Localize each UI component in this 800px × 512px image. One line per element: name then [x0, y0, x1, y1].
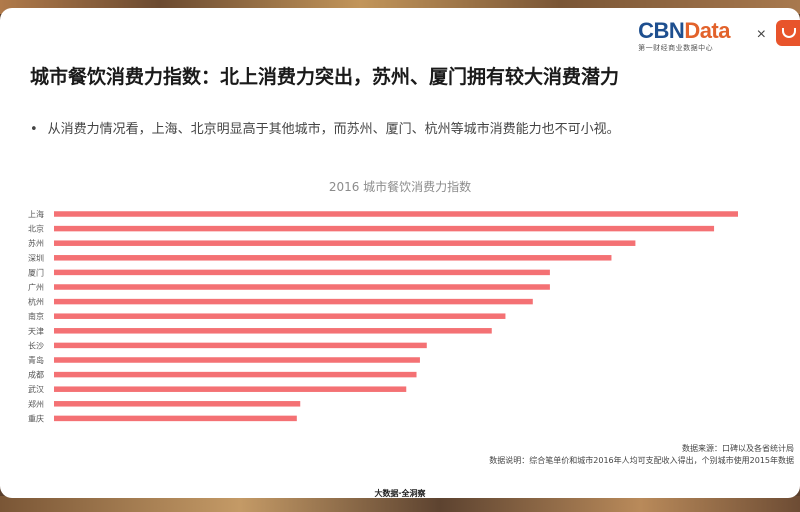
- category-label: 厦门: [28, 267, 44, 277]
- data-description-note: 数据说明：综合笔单价和城市2016年人均可支配收入得出，个别城市使用2015年数…: [489, 456, 794, 465]
- category-label: 青岛: [28, 355, 44, 365]
- slide-title: 城市餐饮消费力指数：北上消费力突出，苏州、厦门拥有较大消费潜力: [30, 66, 620, 88]
- bullet-text: • 从消费力情况看，上海、北京明显高于其他城市，而苏州、厦门、杭州等城市消费能力也…: [30, 118, 620, 137]
- bar: [54, 255, 612, 261]
- category-label: 重庆: [28, 413, 44, 423]
- bar: [54, 298, 533, 305]
- bar: [54, 415, 297, 422]
- partnership-separator: ×: [756, 26, 766, 43]
- brand-name: CBNData: [638, 18, 730, 43]
- category-label: 郑州: [28, 399, 44, 409]
- category-label: 广州: [28, 282, 44, 292]
- category-label: 长沙: [28, 340, 44, 350]
- bar: [54, 342, 427, 349]
- bar: [54, 328, 492, 334]
- category-label: 北京: [28, 224, 44, 234]
- bar: [54, 240, 636, 246]
- category-label: 成都: [28, 370, 44, 380]
- cbndata-logo: CBNData 第一财经商业数据中心: [638, 20, 730, 53]
- bullet-dot-icon: •: [30, 122, 38, 137]
- background-photo-strip-bottom: [0, 496, 800, 512]
- bullet-text-content: 从消费力情况看，上海、北京明显高于其他城市，而苏州、厦门、杭州等城市消费能力也不…: [47, 122, 620, 137]
- data-source-note: 数据来源：口碑以及各省统计局: [682, 444, 794, 453]
- bar: [54, 371, 417, 378]
- bar: [54, 284, 550, 290]
- footer-tagline: 大数据·全洞察: [374, 489, 426, 498]
- bar: [54, 211, 738, 217]
- category-label: 上海: [28, 209, 44, 219]
- category-label: 杭州: [28, 297, 44, 307]
- brand-subtitle: 第一财经商业数据中心: [638, 44, 714, 52]
- category-label: 武汉: [28, 384, 44, 394]
- category-label: 深圳: [28, 253, 44, 263]
- category-label: 天津: [28, 326, 44, 336]
- bar: [54, 225, 715, 232]
- bar: [54, 401, 301, 407]
- chart-title: 2016 城市餐饮消费力指数: [328, 180, 472, 194]
- bar: [54, 269, 550, 276]
- category-label: 南京: [28, 311, 44, 321]
- category-label: 苏州: [28, 238, 44, 248]
- koubei-logo-icon: [776, 20, 800, 46]
- bar: [54, 313, 506, 319]
- bar: [54, 386, 407, 392]
- bar: [54, 357, 420, 363]
